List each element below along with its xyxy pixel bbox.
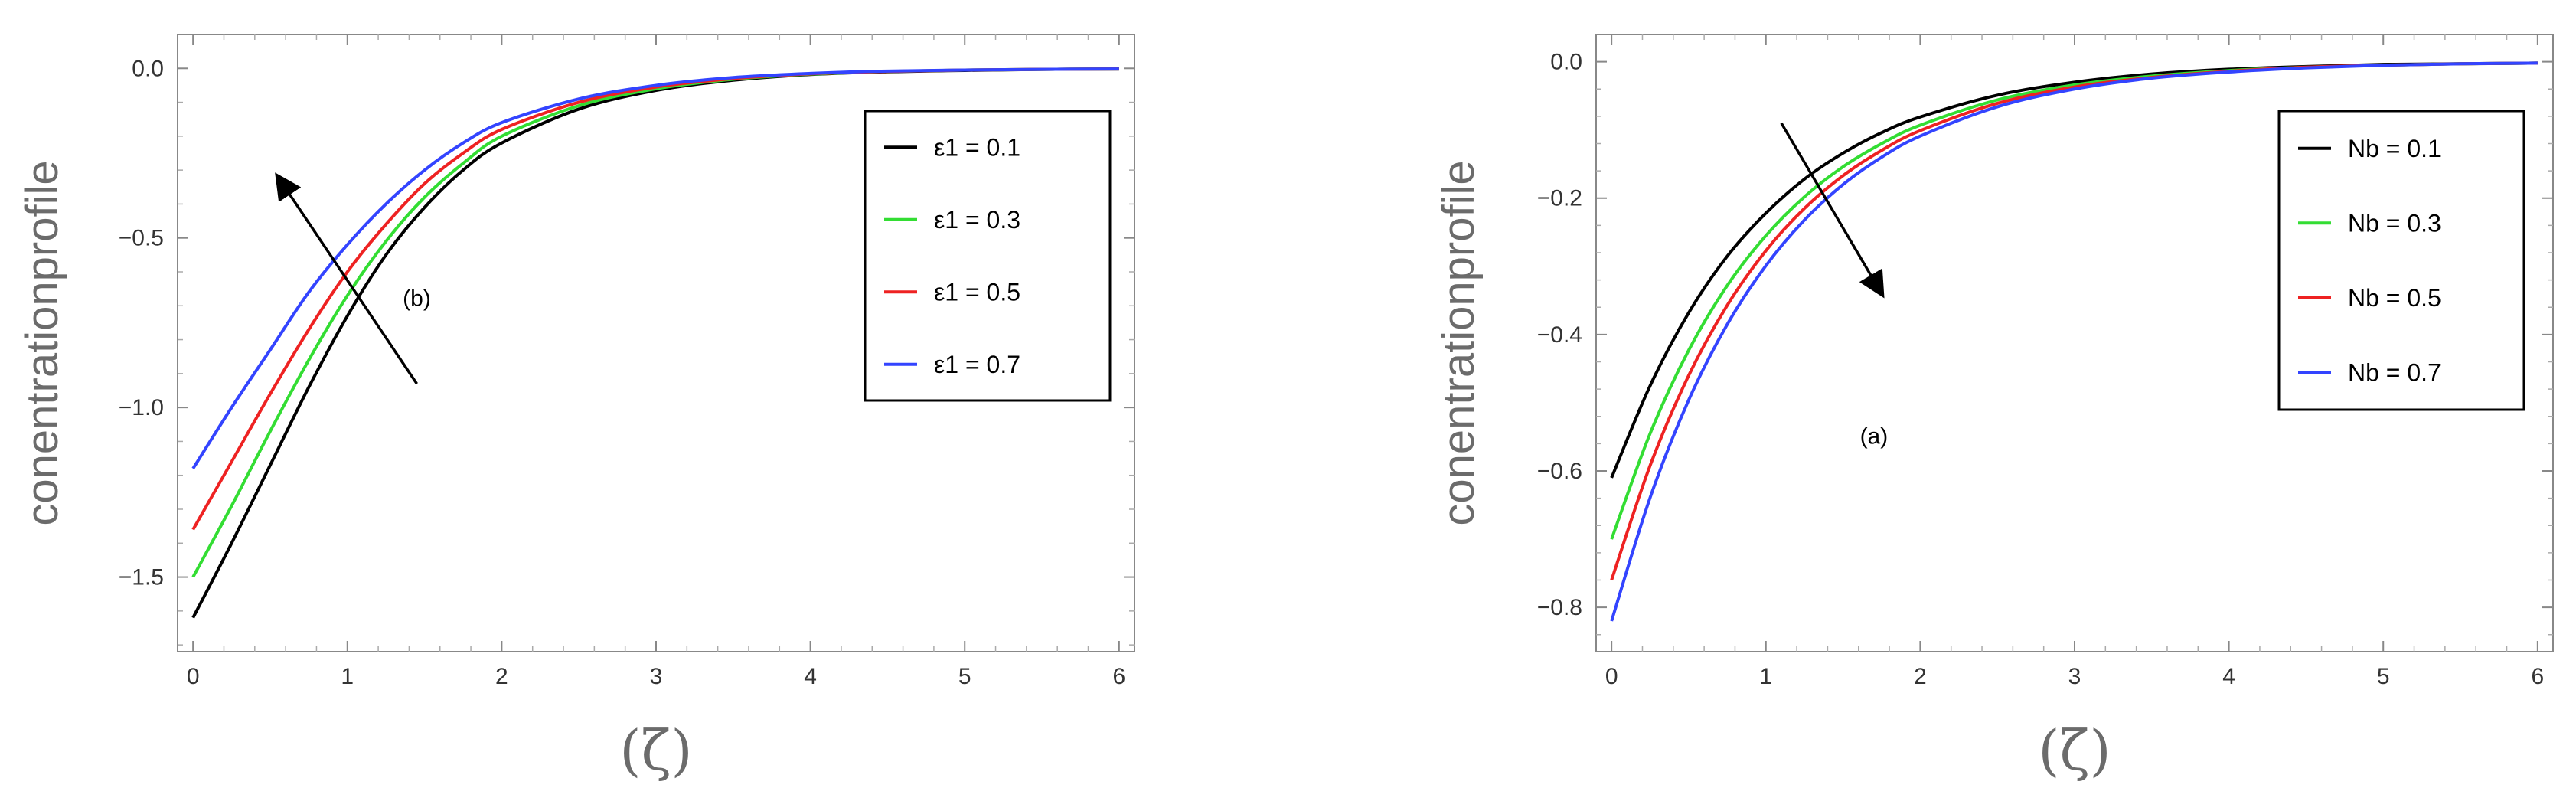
concentration-chart-a: 0 1 2 3 4 5 6 0.0 −0.2 −0.4 −0.6 −0.8 (ζ) conentratio… (1434, 34, 2554, 783)
y-tick-label: −0.4 (1537, 322, 1582, 348)
y-tick-label: 0.0 (1550, 50, 1582, 75)
x-tick-label: 1 (1759, 664, 1772, 689)
x-tick-label: 0 (1605, 664, 1618, 689)
chart-panel-a: 0 1 2 3 4 5 6 0.0 −0.2 −0.4 −0.6 −0.8 (ζ) conentratio… (1416, 0, 2576, 801)
x-tick-label: 5 (958, 664, 971, 689)
x-tick-label: 6 (1112, 664, 1125, 689)
y-tick-label: −0.2 (1537, 186, 1582, 211)
x-tick-label: 6 (2531, 664, 2544, 689)
x-tick-label: 0 (187, 664, 200, 689)
y-tick-label: −1.0 (119, 395, 164, 420)
x-tick-label: 3 (2068, 664, 2081, 689)
legend-label: ε1 = 0.5 (934, 278, 1020, 306)
y-tick-label: −0.5 (119, 226, 164, 251)
x-tick-label: 5 (2377, 664, 2390, 689)
x-tick-label: 4 (804, 664, 817, 689)
legend-label: Nb = 0.1 (2348, 135, 2441, 162)
legend-label: Nb = 0.7 (2348, 358, 2441, 386)
x-tick-label: 3 (650, 664, 663, 689)
series-line (191, 67, 1119, 469)
x-tick-label: 4 (2222, 664, 2235, 689)
legend-label: Nb = 0.5 (2348, 284, 2441, 312)
y-tick-label: 0.0 (132, 56, 164, 81)
x-tick-label: 2 (1914, 664, 1927, 689)
panel-label: (b) (403, 286, 431, 311)
legend-label: Nb = 0.3 (2348, 209, 2441, 237)
y-tick-label: −0.8 (1537, 595, 1582, 620)
legend-box (2277, 110, 2525, 411)
trend-arrow (275, 172, 418, 385)
x-tick-label: 1 (341, 664, 354, 689)
series-line (1610, 61, 2538, 622)
concentration-chart-b: 0 1 2 3 4 5 6 0.0 −0.5 −1.0 −1.5 (ζ) conentrationpro… (18, 34, 1135, 783)
y-tick-label: −1.5 (119, 565, 164, 590)
chart-panel-b: 0 1 2 3 4 5 6 0.0 −0.5 −1.0 −1.5 (ζ) conentrationpro… (0, 0, 1148, 801)
x-axis-label: (ζ) (619, 718, 692, 783)
y-axis-label: conentrationprofile (1434, 160, 1484, 525)
legend-label: ε1 = 0.7 (934, 351, 1020, 378)
legend-label: ε1 = 0.1 (934, 133, 1020, 161)
y-tick-label: −0.6 (1537, 459, 1582, 484)
y-axis-label: conentrationprofile (18, 160, 67, 525)
panel-label: (a) (1860, 423, 1889, 449)
legend-label: ε1 = 0.3 (934, 206, 1020, 234)
x-tick-label: 2 (495, 664, 508, 689)
legend-box (864, 110, 1112, 402)
trend-arrow (1780, 122, 1885, 299)
x-axis-label: (ζ) (2038, 718, 2111, 783)
